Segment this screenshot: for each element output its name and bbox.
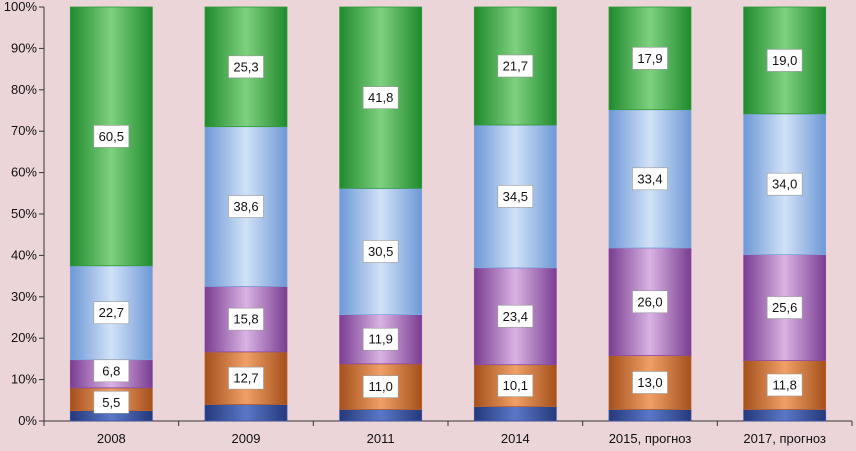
x-tick-label: 2011 <box>367 431 395 446</box>
axes: 0% 10% 20% 30% 40% 50% 60% 70% 80% 90% 100% 2008 200… <box>4 0 853 446</box>
data-label: 11,0 <box>368 379 392 394</box>
data-label: 33,4 <box>637 171 662 186</box>
data-label: 60,5 <box>99 129 124 144</box>
data-label: 23,4 <box>503 309 528 324</box>
y-tick-label: 20% <box>11 330 37 345</box>
data-label: 11,8 <box>772 377 796 392</box>
bar-segment <box>339 409 423 422</box>
data-label: 12,7 <box>233 371 258 386</box>
data-label-box <box>497 304 534 328</box>
data-label-box <box>766 296 803 319</box>
bar-segment <box>473 406 557 422</box>
data-label: 21,7 <box>503 58 528 73</box>
data-label-box <box>766 373 803 397</box>
data-label: 25,3 <box>233 59 258 74</box>
data-label-box <box>93 125 130 148</box>
bars <box>69 6 827 422</box>
data-label: 10,1 <box>503 378 528 393</box>
x-tick-label: 2015, прогноз <box>609 431 692 446</box>
data-label-box <box>632 371 668 394</box>
data-label: 34,0 <box>772 177 797 192</box>
data-label: 5,5 <box>102 395 120 410</box>
data-label: 11,9 <box>368 332 392 347</box>
y-tick-label: 0% <box>18 413 37 428</box>
data-label-box <box>362 240 399 263</box>
data-label: 6,8 <box>102 363 120 378</box>
data-label: 13,0 <box>637 375 662 390</box>
y-tick-label: 100% <box>4 0 38 14</box>
data-labels: 5,5 6,8 22,7 60,5 12,7 15,8 38,6 25,3 11,0 11,9 30… <box>93 47 803 414</box>
data-label-box <box>766 49 803 72</box>
bar-segment <box>608 409 692 422</box>
data-label-box <box>497 185 534 208</box>
data-label-box <box>632 167 668 191</box>
y-tick-label: 10% <box>11 372 37 387</box>
data-label: 15,8 <box>233 312 258 327</box>
data-label-box <box>228 55 264 79</box>
data-label-box <box>362 375 399 398</box>
data-label: 17,9 <box>637 51 662 66</box>
y-tick-label: 40% <box>11 247 37 262</box>
data-label: 22,7 <box>99 305 124 320</box>
data-label: 34,5 <box>503 189 528 204</box>
data-label: 30,5 <box>368 244 393 259</box>
data-label: 26,0 <box>637 294 662 309</box>
data-label-box <box>228 195 264 218</box>
data-label: 19,0 <box>772 53 797 68</box>
y-tick-label: 90% <box>11 40 37 55</box>
data-label-box <box>93 301 130 325</box>
data-label-box <box>93 390 130 414</box>
x-tick-label: 2014 <box>501 431 530 446</box>
y-tick-label: 60% <box>11 165 37 180</box>
bar-segment <box>204 351 288 405</box>
data-label-box <box>497 374 534 397</box>
data-label-box <box>362 327 399 351</box>
y-tick-label: 50% <box>11 206 37 221</box>
data-label-box <box>93 359 130 383</box>
data-label: 25,6 <box>772 300 797 315</box>
y-tick-label: 30% <box>11 289 37 304</box>
data-label: 41,8 <box>368 90 393 105</box>
bar-segment <box>743 409 827 422</box>
data-label-box <box>228 366 264 390</box>
data-label-box <box>497 54 534 78</box>
data-label-box <box>632 47 668 70</box>
data-label-box <box>766 172 803 196</box>
data-label-box <box>228 307 264 331</box>
x-tick-label: 2008 <box>97 431 126 446</box>
x-tick-label: 2009 <box>232 431 261 446</box>
bar-segment <box>204 404 288 422</box>
data-label: 38,6 <box>233 199 258 214</box>
y-tick-label: 80% <box>11 82 37 97</box>
data-label-box <box>362 86 399 109</box>
data-label-box <box>632 290 668 314</box>
x-tick-label: 2017, прогноз <box>743 431 826 446</box>
y-tick-label: 70% <box>11 123 37 138</box>
